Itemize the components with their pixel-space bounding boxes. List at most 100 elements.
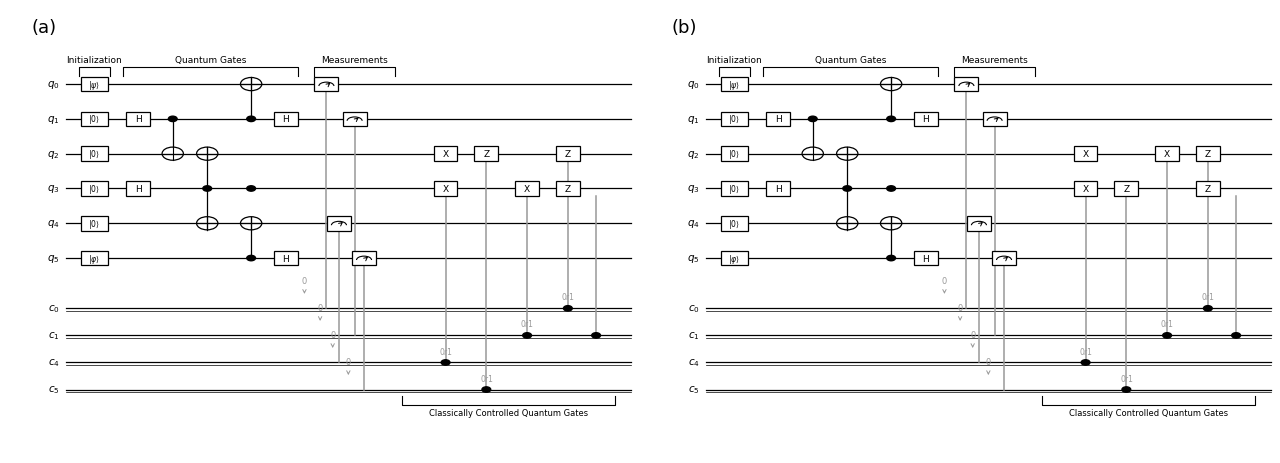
- Bar: [966, 217, 991, 231]
- Bar: [767, 182, 790, 196]
- Text: Z: Z: [1204, 150, 1211, 159]
- Text: X: X: [443, 150, 448, 159]
- Circle shape: [1123, 387, 1130, 393]
- Text: 0r1: 0r1: [1202, 293, 1215, 302]
- Text: 0: 0: [970, 331, 975, 339]
- Text: Classically Controlled Quantum Gates: Classically Controlled Quantum Gates: [429, 408, 588, 417]
- Bar: [81, 217, 108, 231]
- Circle shape: [809, 117, 817, 122]
- Circle shape: [1231, 333, 1240, 338]
- Circle shape: [1203, 306, 1212, 312]
- Circle shape: [1162, 333, 1171, 338]
- Bar: [81, 112, 108, 127]
- Text: H: H: [923, 254, 929, 263]
- Text: H: H: [283, 115, 289, 124]
- Bar: [81, 147, 108, 162]
- Text: 0r1: 0r1: [1120, 374, 1133, 383]
- Circle shape: [247, 256, 256, 261]
- Text: H: H: [774, 185, 782, 194]
- Text: $q_2$: $q_2$: [687, 148, 700, 160]
- Bar: [1074, 182, 1097, 196]
- Bar: [127, 182, 150, 196]
- Text: Z: Z: [564, 150, 571, 159]
- Text: $c_0$: $c_0$: [49, 303, 60, 314]
- Bar: [1196, 182, 1220, 196]
- Bar: [274, 251, 297, 266]
- Text: $q_3$: $q_3$: [47, 183, 60, 195]
- Circle shape: [591, 333, 600, 338]
- Text: $q_0$: $q_0$: [687, 79, 700, 91]
- Bar: [914, 112, 937, 127]
- Text: 0r1: 0r1: [439, 347, 452, 356]
- Text: $q_4$: $q_4$: [47, 218, 60, 230]
- Text: $c_1$: $c_1$: [49, 330, 60, 342]
- Text: $q_2$: $q_2$: [47, 148, 60, 160]
- Circle shape: [887, 117, 896, 122]
- Bar: [81, 182, 108, 196]
- Bar: [721, 77, 748, 92]
- Text: Z: Z: [1124, 185, 1129, 194]
- Text: 0r1: 0r1: [480, 374, 493, 383]
- Bar: [721, 112, 748, 127]
- Text: 0: 0: [330, 331, 335, 339]
- Text: X: X: [443, 185, 448, 194]
- Bar: [1196, 147, 1220, 162]
- Circle shape: [887, 256, 896, 261]
- Bar: [721, 147, 748, 162]
- Text: H: H: [134, 115, 142, 124]
- Bar: [515, 182, 539, 196]
- Text: X: X: [1083, 185, 1088, 194]
- Text: $q_3$: $q_3$: [687, 183, 700, 195]
- Bar: [556, 147, 580, 162]
- Text: $q_0$: $q_0$: [47, 79, 60, 91]
- Bar: [721, 217, 748, 231]
- Text: (b): (b): [672, 19, 698, 37]
- Bar: [955, 77, 978, 92]
- Text: $q_5$: $q_5$: [687, 252, 700, 264]
- Text: $|0\rangle$: $|0\rangle$: [728, 217, 740, 230]
- Bar: [767, 112, 790, 127]
- Text: $|0\rangle$: $|0\rangle$: [728, 148, 740, 161]
- Text: $c_4$: $c_4$: [687, 357, 700, 369]
- Circle shape: [1082, 360, 1091, 365]
- Text: Measurements: Measurements: [961, 56, 1028, 65]
- Text: $|0\rangle$: $|0\rangle$: [88, 217, 100, 230]
- Text: $c_4$: $c_4$: [47, 357, 60, 369]
- Text: $|\varphi\rangle$: $|\varphi\rangle$: [88, 252, 100, 265]
- Bar: [914, 251, 937, 266]
- Bar: [315, 77, 338, 92]
- Bar: [352, 251, 376, 266]
- Text: $|\varphi\rangle$: $|\varphi\rangle$: [728, 252, 740, 265]
- Text: $c_1$: $c_1$: [689, 330, 700, 342]
- Text: 0r1: 0r1: [521, 320, 534, 329]
- Circle shape: [202, 187, 211, 192]
- Text: H: H: [923, 115, 929, 124]
- Text: X: X: [1164, 150, 1170, 159]
- Bar: [343, 112, 366, 127]
- Text: $q_1$: $q_1$: [47, 113, 60, 125]
- Circle shape: [247, 117, 256, 122]
- Text: Initialization: Initialization: [67, 56, 122, 65]
- Bar: [81, 77, 108, 92]
- Bar: [992, 251, 1016, 266]
- Text: $|0\rangle$: $|0\rangle$: [88, 113, 100, 126]
- Circle shape: [483, 387, 490, 393]
- Text: Quantum Gates: Quantum Gates: [174, 56, 246, 65]
- Circle shape: [842, 187, 851, 192]
- Bar: [81, 251, 108, 266]
- Bar: [434, 147, 457, 162]
- Text: $q_1$: $q_1$: [687, 113, 700, 125]
- Text: $|0\rangle$: $|0\rangle$: [728, 113, 740, 126]
- Text: Initialization: Initialization: [707, 56, 762, 65]
- Circle shape: [563, 306, 572, 312]
- Text: Classically Controlled Quantum Gates: Classically Controlled Quantum Gates: [1069, 408, 1228, 417]
- Text: $c_0$: $c_0$: [689, 303, 700, 314]
- Text: Measurements: Measurements: [321, 56, 388, 65]
- Text: 0: 0: [346, 357, 351, 367]
- Text: 0: 0: [302, 276, 307, 286]
- Text: $|\psi\rangle$: $|\psi\rangle$: [88, 78, 100, 91]
- Text: $|0\rangle$: $|0\rangle$: [88, 182, 100, 195]
- Bar: [475, 147, 498, 162]
- Text: 0r1: 0r1: [1079, 347, 1092, 356]
- Text: H: H: [283, 254, 289, 263]
